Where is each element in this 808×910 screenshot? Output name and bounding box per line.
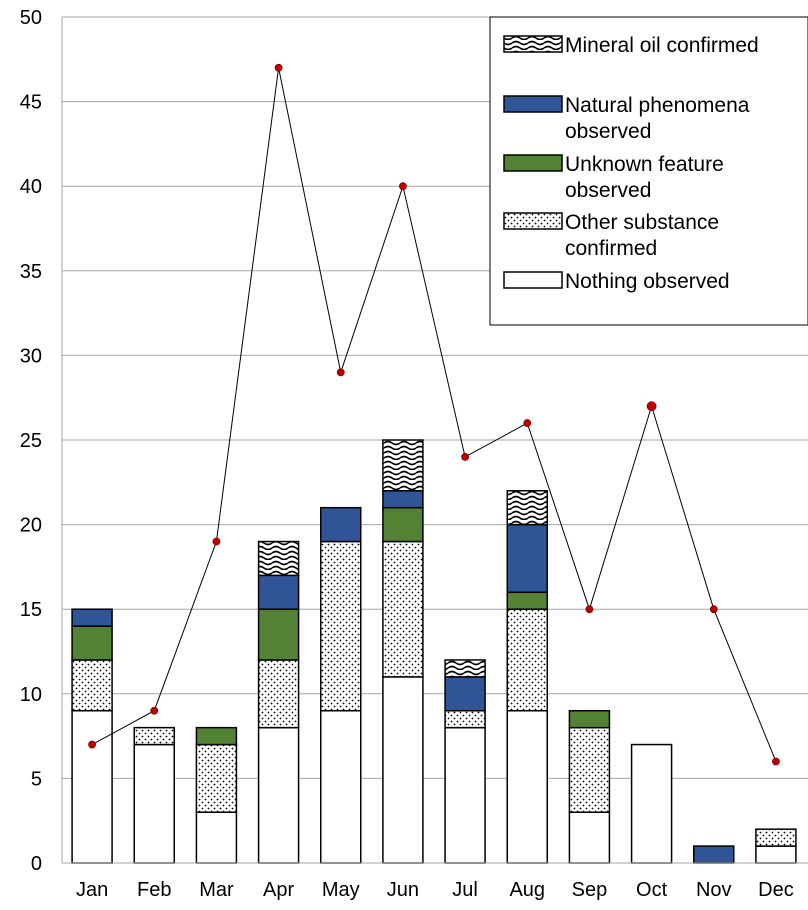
bar-segment-unknown-feature-observed	[257, 608, 300, 661]
x-tick-label: Feb	[137, 879, 171, 901]
bar-segment-natural-phenomena-observed	[257, 574, 300, 610]
bar-segment-nothing-observed	[568, 811, 611, 864]
bar-segment-other-substance-confirmed	[257, 659, 300, 729]
line-marker	[150, 706, 159, 715]
legend: Mineral oil confirmed Natural phenomena ob…	[489, 16, 808, 326]
legend-label: Nothing observed	[565, 270, 730, 293]
bar-segment-natural-phenomena-observed	[382, 490, 424, 509]
bar-segment-natural-phenomena-observed	[506, 523, 548, 594]
stacked-bars	[71, 439, 797, 864]
y-axis: 0 5 10 15 20 25 30 35 40 45 50	[20, 7, 63, 875]
line-marker	[399, 182, 407, 191]
y-tick-label: 15	[20, 599, 42, 621]
line-marker	[88, 740, 96, 749]
bar-segment-nothing-observed	[382, 676, 424, 864]
bar-segment-nothing-observed	[506, 709, 548, 864]
x-tick-label: Dec	[758, 879, 794, 901]
bar-segment-other-substance-confirmed	[133, 726, 175, 746]
line-marker	[646, 401, 657, 412]
bar-segment-other-substance-confirmed	[506, 608, 548, 712]
bar-segment-mineral-oil-confirmed	[444, 659, 486, 678]
x-tick-label: Aug	[509, 879, 545, 901]
bar-segment-unknown-feature-observed	[568, 709, 611, 729]
bar-segment-unknown-feature-observed	[382, 506, 424, 543]
line-marker	[336, 368, 345, 377]
legend-swatch	[503, 271, 563, 289]
y-tick-label: 10	[20, 684, 42, 706]
line-series	[88, 63, 780, 766]
legend-label: Mineral oil confirmed	[565, 34, 759, 57]
x-tick-label: Jun	[387, 879, 419, 901]
y-tick-label: 35	[20, 261, 42, 283]
bar-segment-unknown-feature-observed	[195, 726, 238, 746]
bar-segment-nothing-observed	[630, 743, 673, 864]
y-tick-label: 40	[20, 176, 42, 198]
x-tick-label: Apr	[263, 879, 294, 901]
y-tick-label: 5	[31, 768, 42, 790]
bar-segment-other-substance-confirmed	[71, 659, 113, 712]
bar-segment-other-substance-confirmed	[568, 726, 611, 813]
y-tick-label: 0	[31, 853, 42, 875]
bar-segment-nothing-observed	[257, 726, 300, 864]
bar-segment-nothing-observed	[195, 811, 238, 864]
legend-swatch	[503, 154, 563, 172]
line-marker	[709, 605, 718, 614]
x-axis: Jan Feb Mar Apr May Jun Jul Aug Sep Oct Nov Dec	[62, 862, 808, 901]
bar-segment-unknown-feature-observed	[71, 625, 113, 661]
bar-segment-nothing-observed	[755, 845, 797, 864]
bar-segment-natural-phenomena-observed	[693, 845, 735, 864]
bar-segment-mineral-oil-confirmed	[257, 540, 300, 577]
y-tick-label: 20	[20, 515, 42, 537]
line-path	[91, 67, 777, 762]
bar-segment-other-substance-confirmed	[755, 828, 797, 847]
bar-segment-other-substance-confirmed	[382, 540, 424, 678]
bar-segment-other-substance-confirmed	[320, 540, 362, 712]
x-tick-label: Jan	[76, 879, 108, 901]
x-tick-label: Nov	[696, 879, 732, 901]
legend-label: Unknown feature observed	[565, 153, 724, 202]
legend-swatch	[503, 35, 563, 53]
bar-segment-nothing-observed	[133, 743, 175, 864]
bar-segment-natural-phenomena-observed	[320, 506, 362, 543]
legend-swatch	[503, 212, 563, 230]
x-tick-label: May	[322, 879, 360, 901]
line-marker	[772, 757, 780, 766]
line-marker	[274, 63, 283, 72]
y-tick-label: 45	[20, 92, 42, 114]
line-marker	[523, 419, 532, 427]
x-tick-label: Mar	[199, 879, 234, 901]
x-tick-label: Jul	[452, 879, 478, 901]
bar-segment-other-substance-confirmed	[444, 709, 486, 729]
bar-segment-nothing-observed	[71, 709, 113, 864]
bar-segment-unknown-feature-observed	[506, 591, 548, 610]
x-tick-label: Sep	[572, 879, 608, 901]
line-marker	[461, 453, 469, 461]
legend-swatch	[503, 95, 563, 113]
y-tick-label: 50	[20, 7, 42, 29]
legend-label: Other substance confirmed	[565, 211, 719, 260]
bar-segment-nothing-observed	[320, 709, 362, 864]
line-marker	[585, 605, 594, 614]
y-tick-label: 25	[20, 430, 42, 452]
bar-segment-natural-phenomena-observed	[71, 608, 113, 627]
line-marker	[212, 537, 221, 546]
bar-segment-mineral-oil-confirmed	[382, 439, 424, 492]
legend-label: Natural phenomena observed	[565, 94, 750, 143]
y-tick-label: 30	[20, 345, 42, 367]
bar-segment-natural-phenomena-observed	[444, 676, 486, 712]
x-tick-label: Oct	[636, 879, 668, 901]
bar-segment-other-substance-confirmed	[195, 743, 238, 813]
bar-segment-mineral-oil-confirmed	[506, 490, 548, 526]
bar-segment-nothing-observed	[444, 726, 486, 864]
